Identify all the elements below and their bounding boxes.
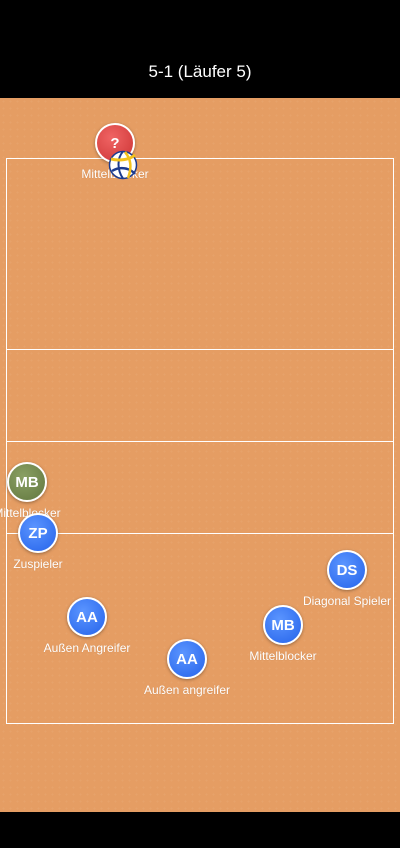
player-label-ds: Diagonal Spieler (303, 594, 391, 608)
player-label-zp: Zuspieler (13, 557, 62, 571)
player-token-mb-right[interactable]: MB (263, 605, 303, 645)
player-label-aa-left: Außen Angreifer (44, 641, 131, 655)
bottom-bar (0, 812, 400, 848)
player-token-ds[interactable]: DS (327, 550, 367, 590)
volleyball-icon[interactable] (108, 150, 138, 180)
court-area (0, 98, 400, 812)
attack-line-far (6, 349, 394, 350)
player-token-mb-left[interactable]: MB (7, 462, 47, 502)
player-label-mb-right: Mittelblocker (249, 649, 316, 663)
player-label-aa-bottom: Außen angreifer (144, 683, 230, 697)
player-badge: MB (15, 474, 38, 491)
player-token-aa-left[interactable]: AA (67, 597, 107, 637)
player-token-aa-bottom[interactable]: AA (167, 639, 207, 679)
player-badge: AA (176, 651, 198, 668)
player-badge: AA (76, 609, 98, 626)
net-line (6, 441, 394, 442)
attack-line-near (6, 533, 394, 534)
header-bar: 5-1 (Läufer 5) (0, 0, 400, 98)
player-badge: MB (271, 617, 294, 634)
player-badge: DS (337, 562, 358, 579)
page-title: 5-1 (Läufer 5) (0, 62, 400, 82)
opponent-badge: ? (110, 135, 119, 152)
player-badge: ZP (28, 525, 47, 542)
player-token-zp[interactable]: ZP (18, 513, 58, 553)
